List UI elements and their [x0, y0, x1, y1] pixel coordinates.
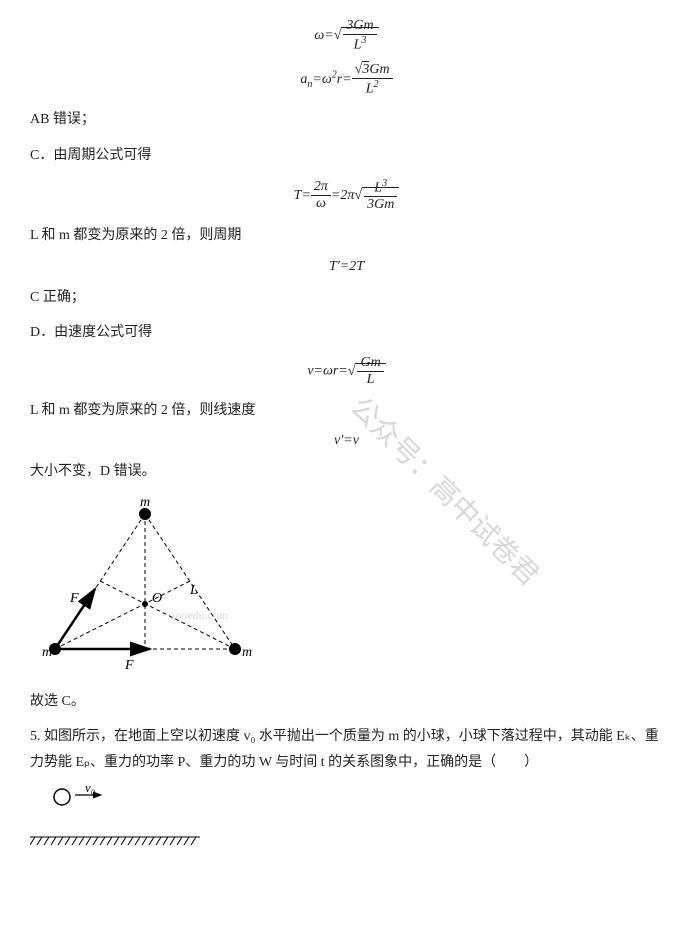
text-choose-c: 故选 C。	[30, 689, 663, 714]
svg-text:F: F	[69, 591, 79, 606]
formula-period: T=2πω=2πL33Gm	[30, 178, 663, 214]
question-5: 5. 如图所示，在地面上空以初速度 v₀ 水平抛出一个质量为 m 的小球，小球下…	[30, 724, 663, 774]
text-c-correct: C 正确；	[30, 285, 663, 310]
ball-diagram: v₀	[50, 785, 663, 815]
formula-an: an=ω2r=√3GmL2	[30, 62, 663, 98]
svg-text:O: O	[152, 591, 162, 606]
svg-text:F: F	[124, 658, 134, 673]
formula-vprime: v′=v	[30, 433, 663, 449]
svg-text:m: m	[140, 495, 150, 510]
formula-tprime: T′=2T	[30, 259, 663, 275]
formula-velocity: v=ωr=GmL	[30, 355, 663, 388]
ground-hatch	[30, 835, 663, 852]
text-lm-period: L 和 m 都变为原来的 2 倍，则周期	[30, 223, 663, 248]
text-ab-wrong: AB 错误；	[30, 107, 663, 132]
svg-text:m: m	[242, 645, 252, 660]
text-d-label: D．由速度公式可得	[30, 320, 663, 345]
formula-omega: ω=3GmL3	[30, 18, 663, 54]
svg-text:L: L	[189, 583, 198, 598]
text-lm-velocity: L 和 m 都变为原来的 2 倍，则线速度	[30, 398, 663, 423]
triangle-diagram: m m m O F F L	[30, 494, 663, 679]
svg-text:m: m	[42, 645, 52, 660]
text-size-unchanged: 大小不变，D 错误。	[30, 459, 663, 484]
text-c-label: C．由周期公式可得	[30, 143, 663, 168]
svg-text:v₀: v₀	[85, 785, 95, 795]
